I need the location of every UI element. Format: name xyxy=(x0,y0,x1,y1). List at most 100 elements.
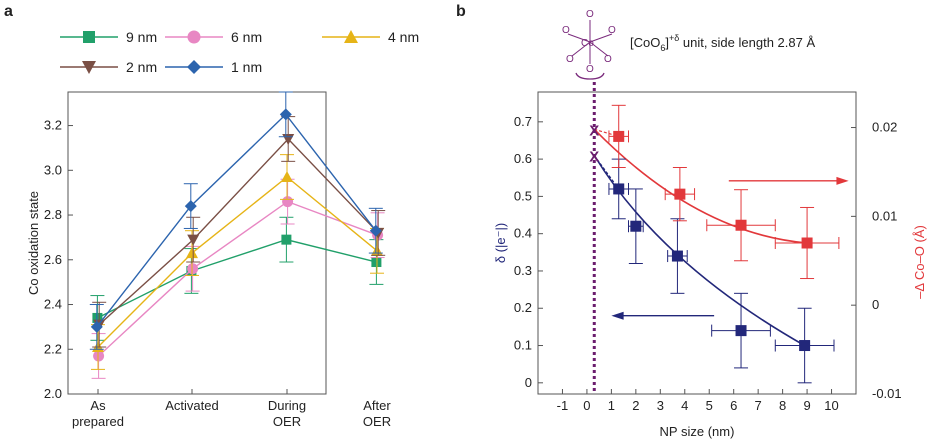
a-data-point xyxy=(279,108,292,121)
a-ytick-label: 2.2 xyxy=(44,341,62,356)
b-coo-fit-curve xyxy=(593,128,808,244)
a-legend-label: 2 nm xyxy=(126,59,157,75)
b-blue-arrow xyxy=(611,311,715,320)
a-data-point xyxy=(184,200,197,213)
a-xtick-label: After xyxy=(363,398,391,413)
b-xtick-label: 7 xyxy=(755,398,762,413)
b-xtick-label: 0 xyxy=(583,398,590,413)
a-xtick-label: OER xyxy=(363,414,391,429)
a-xtick-label: Activated xyxy=(165,398,218,413)
panel-b-ylabel-right: –Δ Co–O (Å) xyxy=(912,225,927,299)
b-ytick-label: 0.3 xyxy=(514,263,532,278)
a-series-line xyxy=(98,137,379,326)
b-xtick-label: 10 xyxy=(824,398,838,413)
a-xtick-label: OER xyxy=(273,414,301,429)
a-legend-item: 2 nm xyxy=(60,59,157,75)
panel-b-chart: NP size (nm) δ (|e⁻|) –Δ Co–O (Å) [CoO6]… xyxy=(493,9,927,439)
oxygen-atom: O xyxy=(586,64,594,75)
oxygen-atom: O xyxy=(562,25,570,36)
panel-b-xlabel: NP size (nm) xyxy=(660,424,735,439)
oxygen-atom: O xyxy=(566,54,574,65)
a-series-line xyxy=(96,113,377,328)
a-legend-marker xyxy=(82,61,96,74)
a-series-9nm xyxy=(90,216,384,341)
b-ytick-label: 0 xyxy=(525,375,532,390)
b-coo-data-point xyxy=(801,237,813,249)
coo6-octahedron-icon: O O O O O O Co xyxy=(562,9,616,80)
panel-a-chart: Co oxidation state 2.0 2.2 2.4 2.6 2.8 3.0 3.2… xyxy=(26,29,419,429)
a-data-point xyxy=(187,234,200,246)
b-xtick-label: 5 xyxy=(706,398,713,413)
b-ytick-label: 0.2 xyxy=(514,300,532,315)
cobalt-atom: Co xyxy=(581,38,594,49)
a-ytick-label: 3.0 xyxy=(44,162,62,177)
a-legend-label: 4 nm xyxy=(388,29,419,45)
a-series-4nm xyxy=(91,154,384,370)
b-coo-data-point xyxy=(735,219,747,231)
a-ytick-label: 2.0 xyxy=(44,386,62,401)
b-xtick-label: 8 xyxy=(779,398,786,413)
a-series-line xyxy=(97,176,378,348)
b-y2tick-label: 0.02 xyxy=(872,120,897,135)
panel-a-frame xyxy=(67,91,327,395)
panel-label-b: b xyxy=(456,3,466,20)
b-ytick-label: 0.6 xyxy=(514,151,532,166)
b-delta-fit-curve xyxy=(593,154,806,347)
unit-caption: [CoO6]+δ unit, side length 2.87 Å xyxy=(630,33,815,53)
b-delta-data-point xyxy=(799,340,811,352)
b-delta-data-point xyxy=(630,220,642,232)
b-delta-data-point xyxy=(671,250,683,262)
b-xtick-label: 9 xyxy=(803,398,810,413)
a-ytick-label: 2.8 xyxy=(44,207,62,222)
a-xtick-label: prepared xyxy=(72,414,124,429)
molecule-bracket xyxy=(575,72,605,80)
oxygen-atom: O xyxy=(586,9,594,20)
b-ytick-label: 0.1 xyxy=(514,338,532,353)
a-legend-item: 4 nm xyxy=(322,29,419,45)
b-delta-extrapolation xyxy=(593,155,620,190)
a-legend-marker xyxy=(187,60,201,74)
a-data-point xyxy=(371,257,382,268)
a-series-line xyxy=(98,200,378,357)
a-data-point xyxy=(369,224,382,237)
b-ytick-label: 0.4 xyxy=(514,226,532,241)
a-data-point xyxy=(187,263,199,275)
a-legend-marker xyxy=(83,31,95,43)
oxygen-atom: O xyxy=(604,54,612,65)
b-coo-data-point xyxy=(674,188,686,200)
a-data-point xyxy=(186,247,198,259)
b-y2tick-label: 0 xyxy=(872,297,879,312)
a-series-1nm xyxy=(89,91,383,350)
a-legend-item: 6 nm xyxy=(165,29,262,45)
b-xtick-label: 6 xyxy=(730,398,737,413)
a-legend-label: 9 nm xyxy=(126,29,157,45)
panel-label-a: a xyxy=(4,3,13,20)
b-ytick-label: 0.7 xyxy=(514,114,532,129)
panel-b-frame xyxy=(537,91,857,395)
a-data-point xyxy=(282,196,294,208)
b-extrapolated-marker: X xyxy=(589,122,599,139)
b-coo-data-point xyxy=(613,130,625,142)
b-delta-data-point xyxy=(735,325,747,337)
b-xtick-label: -1 xyxy=(557,398,569,413)
oxygen-atom: O xyxy=(608,25,616,36)
b-extrapolated-marker: X xyxy=(589,148,599,165)
a-data-point xyxy=(92,312,103,323)
b-delta-series xyxy=(608,158,835,384)
b-xtick-label: 2 xyxy=(632,398,639,413)
a-legend-label: 6 nm xyxy=(231,29,262,45)
a-legend-item: 1 nm xyxy=(165,59,262,75)
a-data-point xyxy=(90,320,103,333)
b-red-arrow xyxy=(728,176,849,185)
a-data-point xyxy=(281,234,292,245)
a-xtick-label: As xyxy=(90,398,106,413)
b-y2tick-label: 0.01 xyxy=(872,208,897,223)
a-series-line xyxy=(97,238,377,319)
a-legend-marker xyxy=(187,30,201,44)
b-coo-series xyxy=(608,104,840,280)
panel-a-ylabel: Co oxidation state xyxy=(26,191,41,295)
a-data-point xyxy=(281,171,293,183)
a-series-6nm xyxy=(91,178,385,379)
a-xtick-label: During xyxy=(268,398,306,413)
